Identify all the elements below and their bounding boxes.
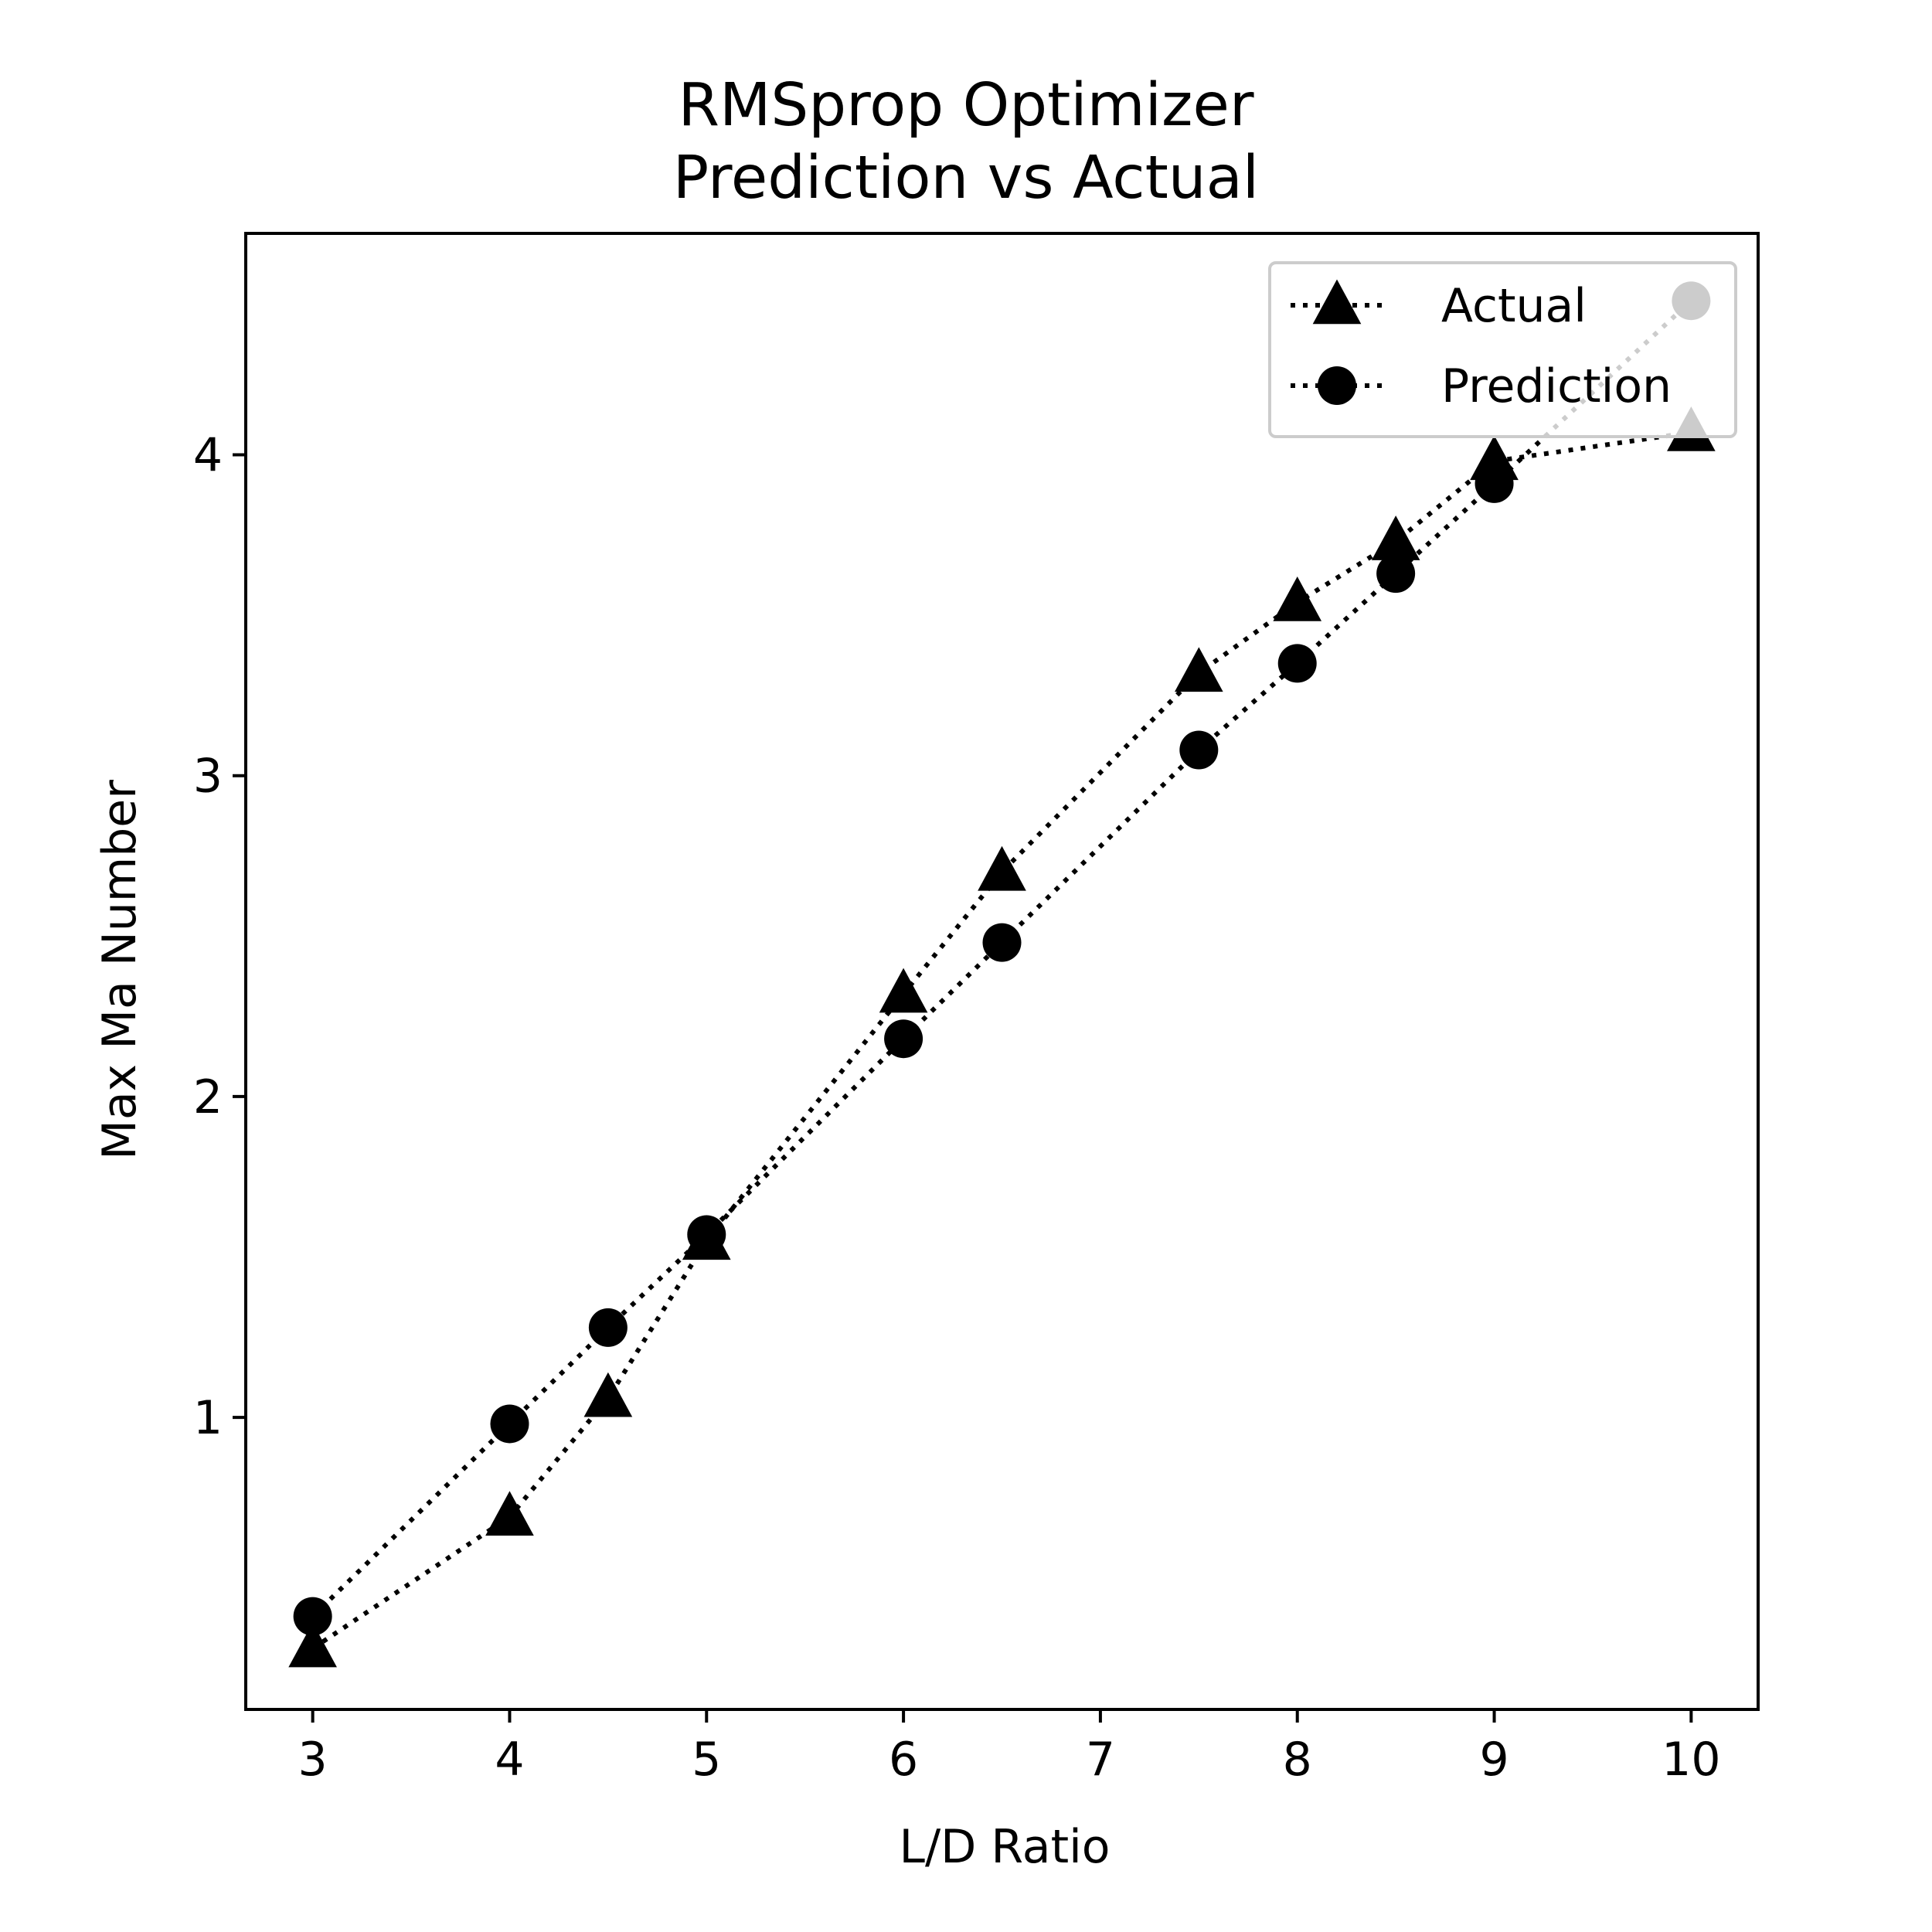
x-tick-label: 9 [1479,1733,1509,1787]
actual-point [583,1372,633,1417]
prediction-point [490,1404,529,1444]
x-tick-label: 7 [1086,1733,1115,1787]
prediction-point [1376,554,1416,594]
y-tick-label: 1 [193,1391,223,1445]
x-tick-label: 3 [298,1733,328,1787]
actual-point [879,968,928,1013]
chart-title-line-1: RMSprop Optimizer [678,71,1254,140]
prediction-point [1179,730,1219,770]
x-tick-label: 10 [1662,1733,1720,1787]
x-tick-label: 6 [889,1733,918,1787]
x-tick-label: 8 [1283,1733,1312,1787]
legend-label-prediction: Prediction [1441,359,1672,413]
actual-point [978,845,1026,891]
prediction-point [982,923,1022,962]
prediction-point [293,1597,332,1636]
prediction-point [1277,644,1317,683]
y-tick-label: 4 [193,429,223,483]
chart-title-line-2: Prediction vs Actual [672,144,1260,213]
actual-point [1273,577,1322,621]
actual-point [485,1491,534,1536]
series-line-actual [311,430,1692,1651]
prediction-point [588,1308,628,1347]
legend-circle-marker [1318,366,1356,405]
x-tick-label: 5 [692,1733,721,1787]
legend-box [1268,261,1737,438]
prediction-point [884,1019,923,1059]
x-axis-label: L/D Ratio [899,1820,1111,1874]
actual-point [1174,647,1223,692]
prediction-point [687,1215,726,1254]
y-axis-label: Max Ma Number [93,780,147,1160]
actual-point [288,1622,337,1668]
actual-point [1371,515,1420,560]
prediction-point [1475,464,1514,503]
series-line-prediction [311,298,1693,1618]
plot-frame [244,232,1760,1711]
x-tick-label: 4 [495,1733,524,1787]
y-tick-label: 3 [193,750,223,804]
y-tick-label: 2 [193,1070,223,1124]
legend-triangle-marker [1312,279,1362,325]
legend-label-actual: Actual [1441,279,1587,333]
